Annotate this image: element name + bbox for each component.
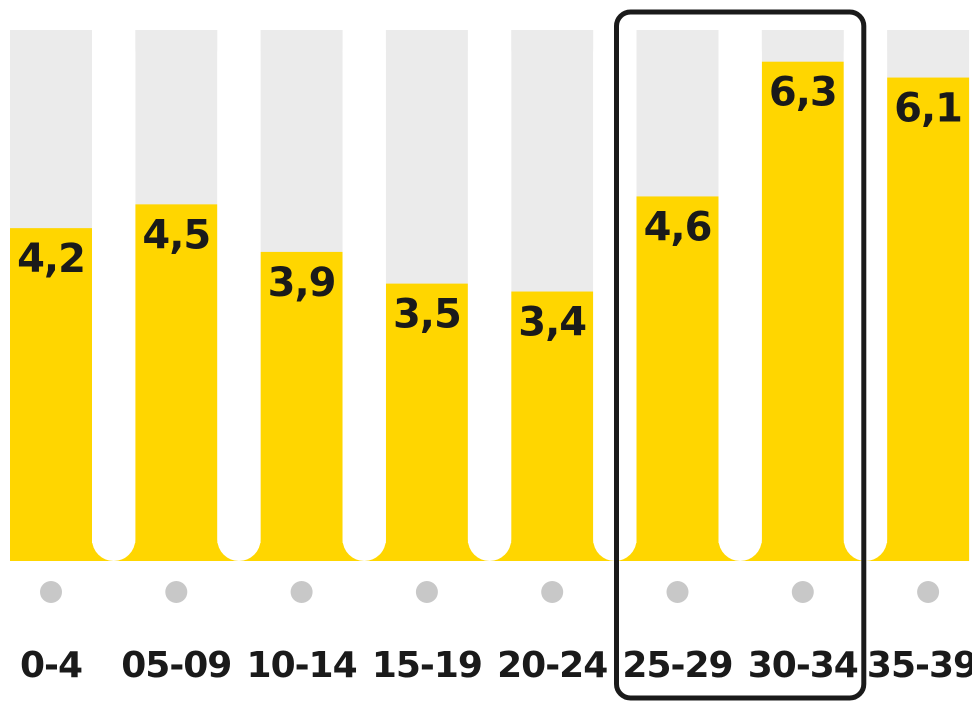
bar-value-label: 3,5 (393, 292, 461, 338)
bar-value-label: 4,6 (644, 204, 712, 250)
category-dot (666, 581, 689, 603)
category-label: 25-29 (622, 645, 732, 686)
bar (135, 204, 218, 561)
bar-value-label: 4,5 (142, 212, 210, 258)
highlight-group (614, 9, 867, 701)
bar (385, 283, 468, 561)
highlight-frame (614, 9, 867, 701)
value-labels: 4,2 4,5 3,9 3,5 3,4 4,6 6,3 6,1 (17, 70, 963, 346)
category-dot (541, 581, 564, 603)
bar (511, 291, 594, 561)
bar (10, 228, 92, 561)
bar-value-label: 6,3 (769, 70, 837, 116)
bar (636, 196, 719, 561)
bar-gap (217, 30, 261, 561)
bar-gap (342, 30, 386, 561)
category-dot (791, 581, 814, 603)
category-label: 0-4 (20, 645, 82, 686)
bar-value-label: 6,1 (894, 86, 962, 132)
bar (761, 61, 844, 562)
category-dot (415, 581, 438, 603)
category-label: 20-24 (497, 645, 607, 686)
bar-value-label: 3,9 (268, 260, 336, 306)
category-label: 35-39 (867, 645, 972, 686)
category-dot (165, 581, 188, 603)
bar-gap (92, 30, 136, 561)
category-dot (290, 581, 313, 603)
category-dots (40, 581, 940, 603)
bars (10, 61, 970, 562)
bar-value-label: 3,4 (518, 300, 586, 346)
category-dot (40, 581, 62, 603)
bar-gap (718, 30, 762, 561)
category-label: 15-19 (372, 645, 482, 686)
category-dot (917, 581, 940, 603)
category-label: 30-34 (748, 645, 858, 686)
bar-value-label: 4,2 (17, 236, 85, 282)
bar (887, 77, 970, 561)
bar-gap (467, 30, 512, 561)
category-label: 05-09 (121, 645, 231, 686)
bar (260, 251, 343, 561)
category-label: 10-14 (247, 645, 357, 686)
category-labels: 0-4 05-09 10-14 15-19 20-24 25-29 30-34 35-39 (20, 645, 972, 686)
